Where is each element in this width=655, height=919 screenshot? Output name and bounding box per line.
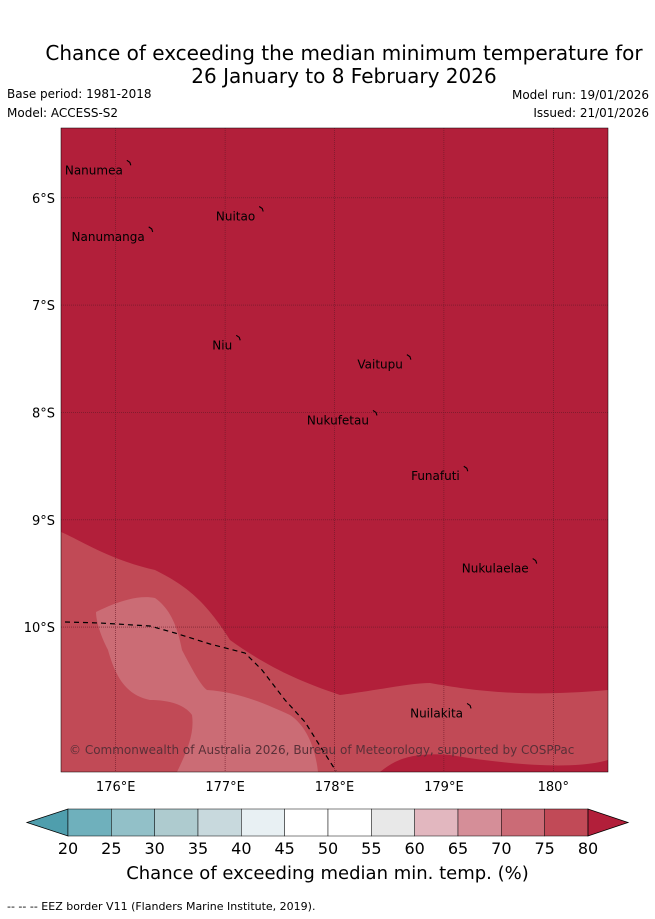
lat-tick-label: 9°S bbox=[32, 514, 55, 529]
colorbar-segment bbox=[327, 808, 372, 837]
colorbar-segment bbox=[544, 808, 589, 837]
colorbar-tick-label: 20 bbox=[58, 839, 78, 858]
colorbar-tick-label: 60 bbox=[404, 839, 424, 858]
lon-tick-label: 180° bbox=[538, 780, 569, 795]
lat-tick-label: 8°S bbox=[32, 406, 55, 421]
colorbar-extend-low bbox=[25, 808, 69, 837]
place-labels: Nanumea Nuitao Nanumanga Niu Vaitupu Nukufeta… bbox=[65, 159, 538, 720]
island-outline bbox=[463, 465, 469, 472]
lon-tick-label: 179°E bbox=[424, 780, 464, 795]
place-label: Nukufetau bbox=[307, 413, 369, 427]
place-label: Nukulaelae bbox=[462, 562, 529, 576]
place-label: Niu bbox=[212, 338, 232, 352]
colorbar-tick-label: 65 bbox=[448, 839, 468, 858]
model-name: Model: ACCESS-S2 bbox=[7, 106, 119, 120]
eez-border bbox=[64, 621, 337, 772]
island-outline bbox=[258, 206, 264, 212]
map-axes: 176°E 177°E 178°E 179°E 180° 6°S 7°S 8°S 9°S 10°S bbox=[24, 192, 569, 795]
place-label: Nuitao bbox=[216, 210, 255, 224]
probability-area-65-70 bbox=[96, 597, 318, 772]
graticule bbox=[61, 128, 608, 772]
base-period: Base period: 1981-2018 bbox=[7, 87, 152, 101]
eez-footnote: -- -- -- EEZ border V11 (Flanders Marine… bbox=[7, 900, 316, 913]
place-label: Nanumanga bbox=[72, 230, 145, 244]
colorbar-tick-label: 30 bbox=[144, 839, 164, 858]
issued-date: Issued: 21/01/2026 bbox=[533, 106, 649, 120]
island-outline bbox=[532, 558, 538, 564]
island-outline bbox=[235, 334, 241, 341]
map-title-line1: Chance of exceeding the median minimum t… bbox=[45, 41, 643, 65]
colorbar-tick-label: 55 bbox=[361, 839, 381, 858]
colorbar-segment bbox=[371, 808, 415, 837]
colorbar-segment bbox=[457, 808, 502, 837]
colorbar-tick-label: 50 bbox=[318, 839, 338, 858]
colorbar-segment bbox=[414, 808, 459, 837]
lon-tick-label: 176°E bbox=[96, 780, 136, 795]
colorbar-tick-label: 45 bbox=[274, 839, 294, 858]
colorbar-tick-label: 80 bbox=[578, 839, 598, 858]
colorbar-tick-label: 40 bbox=[231, 839, 251, 858]
lon-tick-label: 177°E bbox=[205, 780, 245, 795]
island-outline bbox=[372, 409, 378, 416]
map-title-line2: 26 January to 8 February 2026 bbox=[191, 64, 497, 88]
lat-tick-label: 10°S bbox=[24, 621, 55, 636]
colorbar: 20 25 30 35 40 45 50 55 60 65 70 75 80 bbox=[25, 808, 630, 858]
copyright-notice: © Commonwealth of Australia 2026, Bureau… bbox=[69, 743, 574, 757]
colorbar-segment bbox=[501, 808, 545, 837]
island-outline bbox=[126, 159, 132, 166]
colorbar-tick-label: 75 bbox=[534, 839, 554, 858]
colorbar-segment bbox=[111, 808, 155, 837]
place-label: Nuilakita bbox=[410, 706, 463, 720]
colorbar-tick-label: 35 bbox=[188, 839, 208, 858]
place-label: Vaitupu bbox=[357, 358, 403, 372]
colorbar-extend-high bbox=[587, 808, 630, 837]
lat-tick-label: 6°S bbox=[32, 192, 55, 207]
colorbar-segment bbox=[241, 808, 285, 837]
place-label: Funafuti bbox=[411, 469, 460, 483]
island-outline bbox=[406, 354, 412, 360]
colorbar-segment bbox=[67, 808, 112, 837]
colorbar-tick-label: 25 bbox=[101, 839, 121, 858]
colorbar-segment bbox=[284, 808, 329, 837]
island-outline bbox=[466, 702, 472, 709]
lon-tick-label: 178°E bbox=[315, 780, 355, 795]
colorbar-tick-label: 70 bbox=[491, 839, 511, 858]
colorbar-segment bbox=[154, 808, 199, 837]
model-run: Model run: 19/01/2026 bbox=[511, 88, 649, 102]
colorbar-segment bbox=[197, 808, 242, 837]
place-label: Nanumea bbox=[65, 163, 123, 177]
colorbar-label: Chance of exceeding median min. temp. (%… bbox=[126, 863, 529, 884]
island-outline bbox=[148, 226, 154, 233]
lat-tick-label: 7°S bbox=[32, 299, 55, 314]
map-frame bbox=[60, 127, 609, 773]
